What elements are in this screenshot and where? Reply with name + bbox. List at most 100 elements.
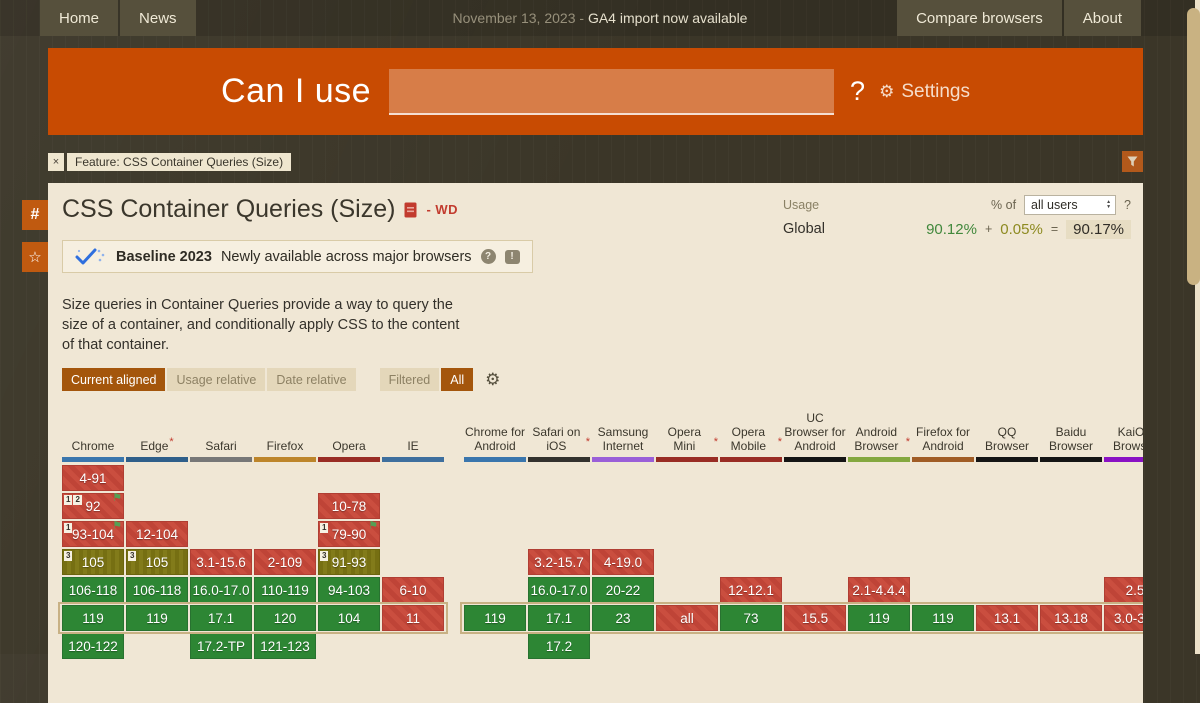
nav-compare-browsers[interactable]: Compare browsers xyxy=(897,0,1062,36)
search-input-primary[interactable] xyxy=(389,68,642,113)
column-header[interactable]: Firefox for Android xyxy=(915,424,970,453)
version-cell[interactable]: 4-91 xyxy=(62,465,124,491)
column-header[interactable]: Opera xyxy=(332,438,366,453)
view-button-usage-relative[interactable]: Usage relative xyxy=(167,368,266,391)
version-cell[interactable]: 120 xyxy=(254,605,316,631)
spec-document-icon[interactable] xyxy=(404,202,417,218)
version-cell[interactable]: 17.2-TP xyxy=(190,633,252,659)
column-qq-browser: QQ Browser 13.1 xyxy=(976,407,1038,661)
version-cell[interactable]: 105 3 xyxy=(62,549,124,575)
column-header[interactable]: Safari xyxy=(205,438,237,453)
version-cell[interactable]: 92 1 2 ⚑ xyxy=(62,492,124,519)
filter-button-all[interactable]: All xyxy=(441,368,474,391)
version-cell[interactable]: 119 xyxy=(126,605,188,631)
version-cell[interactable]: 104 xyxy=(318,605,380,631)
version-cell[interactable]: 106-118 xyxy=(126,577,188,603)
version-rows: 119 xyxy=(464,465,526,661)
column-header[interactable]: Chrome for Android xyxy=(464,424,526,453)
version-cell[interactable]: 119 xyxy=(848,605,910,631)
column-header[interactable]: Safari on iOS * xyxy=(532,424,590,453)
favorite-button[interactable]: ☆ xyxy=(22,242,48,272)
column-header[interactable]: UC Browser for Android xyxy=(784,410,846,453)
filter-button[interactable] xyxy=(1122,151,1143,172)
nav-about[interactable]: About xyxy=(1063,0,1141,36)
nav-news[interactable]: News xyxy=(120,0,196,36)
version-rows: 12-104 105 3 106-118 119 xyxy=(126,465,188,661)
version-cell[interactable]: 17.1 xyxy=(528,605,590,631)
column-header[interactable]: Firefox xyxy=(266,438,304,453)
search-help[interactable]: ? xyxy=(850,76,866,106)
version-cell[interactable]: 121-123 xyxy=(254,633,316,659)
column-header[interactable]: QQ Browser xyxy=(984,424,1029,453)
view-button-current-aligned[interactable]: Current aligned xyxy=(62,368,166,391)
version-cell[interactable]: 16.0-17.0 xyxy=(190,577,252,603)
version-cell[interactable]: 105 3 xyxy=(126,549,188,575)
version-cell[interactable]: 2.5 xyxy=(1104,577,1143,603)
settings-button[interactable]: ⚙ Settings xyxy=(879,81,970,103)
column-header[interactable]: IE xyxy=(407,438,419,453)
version-cell[interactable]: all xyxy=(656,605,718,631)
view-button-date-relative[interactable]: Date relative xyxy=(267,368,356,391)
version-cell[interactable]: 3.0-3.1 xyxy=(1104,605,1143,631)
version-cell[interactable]: 16.0-17.0 xyxy=(528,577,590,603)
version-cell[interactable]: 11 xyxy=(382,605,444,631)
column-header[interactable]: Edge * xyxy=(140,436,174,453)
version-cell[interactable]: 15.5 xyxy=(784,605,846,631)
baseline-feedback-icon[interactable]: ! xyxy=(504,249,520,264)
column-header[interactable]: Baidu Browser xyxy=(1048,424,1093,453)
nav-home[interactable]: Home xyxy=(40,0,119,36)
version-cell[interactable]: 120-122 xyxy=(62,633,124,659)
scrollbar-track[interactable] xyxy=(1195,0,1200,654)
version-cell[interactable]: 91-93 3 xyxy=(318,549,380,575)
column-opera: Opera 10-78 79-90 1 ⚑ 91-93 3 94-103 104 xyxy=(318,407,380,661)
version-cell[interactable]: 119 xyxy=(464,605,526,631)
browser-color-bar xyxy=(528,457,590,462)
browser-color-bar xyxy=(1040,457,1102,462)
version-cell[interactable]: 3.1-15.6 xyxy=(190,549,252,575)
table-settings-gear-icon[interactable]: ⚙ xyxy=(485,369,501,389)
filter-button-filtered[interactable]: Filtered xyxy=(379,368,440,391)
version-cell[interactable]: 10-78 xyxy=(318,493,380,519)
version-cell[interactable]: 94-103 xyxy=(318,577,380,603)
version-cell[interactable]: 110-119 xyxy=(254,577,316,603)
version-cell[interactable]: 119 xyxy=(62,605,124,631)
column-header[interactable]: Opera Mini * xyxy=(667,424,718,453)
version-cell[interactable]: 17.2 xyxy=(528,633,590,659)
version-cell[interactable]: 4-19.0 xyxy=(592,549,654,575)
version-cell[interactable]: 13.1 xyxy=(976,605,1038,631)
news-date: November 13, 2023 - xyxy=(452,10,585,26)
column-header[interactable]: Samsung Internet xyxy=(597,424,649,453)
column-header[interactable]: KaiOS Browser xyxy=(1112,424,1143,453)
column-header[interactable]: Android Browser * xyxy=(854,424,910,453)
remove-feature-filter-button[interactable]: × xyxy=(48,153,64,171)
version-cell[interactable]: 23 xyxy=(592,605,654,631)
version-cell[interactable]: 119 xyxy=(912,605,974,631)
version-cell[interactable]: 2-109 xyxy=(254,549,316,575)
news-link[interactable]: GA4 import now available xyxy=(587,10,748,26)
search-input-secondary[interactable] xyxy=(641,68,894,113)
version-cell[interactable]: 79-90 1 ⚑ xyxy=(318,520,380,547)
usage-help[interactable]: ? xyxy=(1124,198,1131,212)
version-cell[interactable]: 6-10 xyxy=(382,577,444,603)
spec-status-badge[interactable]: - WD xyxy=(426,202,459,217)
percent-of-select[interactable]: all users ▲ ▼ xyxy=(1024,195,1117,215)
baseline-help-icon[interactable]: ? xyxy=(480,249,496,264)
column-header[interactable]: Chrome xyxy=(71,438,115,453)
version-cell[interactable]: 13.18 xyxy=(1040,605,1102,631)
column-header[interactable]: Opera Mobile * xyxy=(730,424,782,453)
version-rows: 2.1-4.4.4 119 xyxy=(848,465,910,661)
usage-partial: 0.05% xyxy=(1000,220,1043,238)
scrollbar-thumb[interactable] xyxy=(1187,8,1200,285)
version-rows: 13.18 xyxy=(1040,465,1102,661)
site-logo[interactable]: Can I use xyxy=(221,72,372,110)
version-cell[interactable]: 93-104 1 ⚑ xyxy=(62,520,124,547)
version-cell[interactable]: 3.2-15.7 xyxy=(528,549,590,575)
version-cell[interactable]: 17.1 xyxy=(190,605,252,631)
version-cell[interactable]: 12-104 xyxy=(126,521,188,547)
permalink-button[interactable]: # xyxy=(22,200,48,230)
version-cell[interactable]: 73 xyxy=(720,605,782,631)
version-cell[interactable]: 12-12.1 xyxy=(720,577,782,603)
version-cell[interactable]: 2.1-4.4.4 xyxy=(848,577,910,603)
version-cell[interactable]: 106-118 xyxy=(62,577,124,603)
version-cell[interactable]: 20-22 xyxy=(592,577,654,603)
